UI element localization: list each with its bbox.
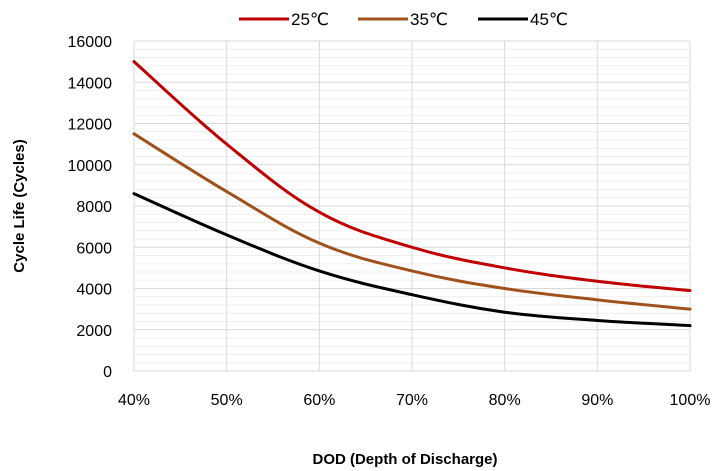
x-tick-label: 90%	[581, 392, 613, 409]
y-tick-label: 2000	[76, 323, 112, 340]
y-tick-label: 14000	[68, 75, 113, 92]
x-tick-label: 50%	[211, 392, 243, 409]
series-line-1	[132, 60, 692, 293]
y-tick-label: 4000	[76, 282, 112, 299]
legend-label-2: 35℃	[410, 10, 448, 29]
legend-label-3: 45℃	[530, 10, 568, 29]
y-tick-label: 0	[103, 364, 112, 381]
y-axis-title: Cycle Life (Cycles)	[11, 139, 28, 272]
gridlines	[133, 40, 691, 372]
x-tick-label: 80%	[489, 392, 521, 409]
legend-label-1: 25℃	[291, 10, 329, 29]
x-tick-label: 100%	[670, 392, 711, 409]
x-axis-title: DOD (Depth of Discharge)	[312, 451, 497, 468]
y-tick-label: 12000	[68, 117, 113, 134]
y-tick-label: 16000	[68, 34, 113, 51]
series-line-3	[132, 192, 692, 328]
y-tick-label: 8000	[76, 199, 112, 216]
series-line-2	[132, 132, 692, 311]
x-tick-label: 40%	[118, 392, 150, 409]
legend: 25℃ 35℃ 45℃	[239, 10, 568, 29]
axes: 0 2000 4000 6000 8000 10000 12000 14000 16000 40%…	[68, 34, 711, 409]
y-tick-label: 10000	[68, 158, 113, 175]
plot-frame	[133, 40, 691, 372]
x-tick-label: 60%	[303, 392, 335, 409]
x-tick-label: 70%	[396, 392, 428, 409]
series-lines	[132, 60, 692, 328]
y-tick-label: 6000	[76, 240, 112, 257]
